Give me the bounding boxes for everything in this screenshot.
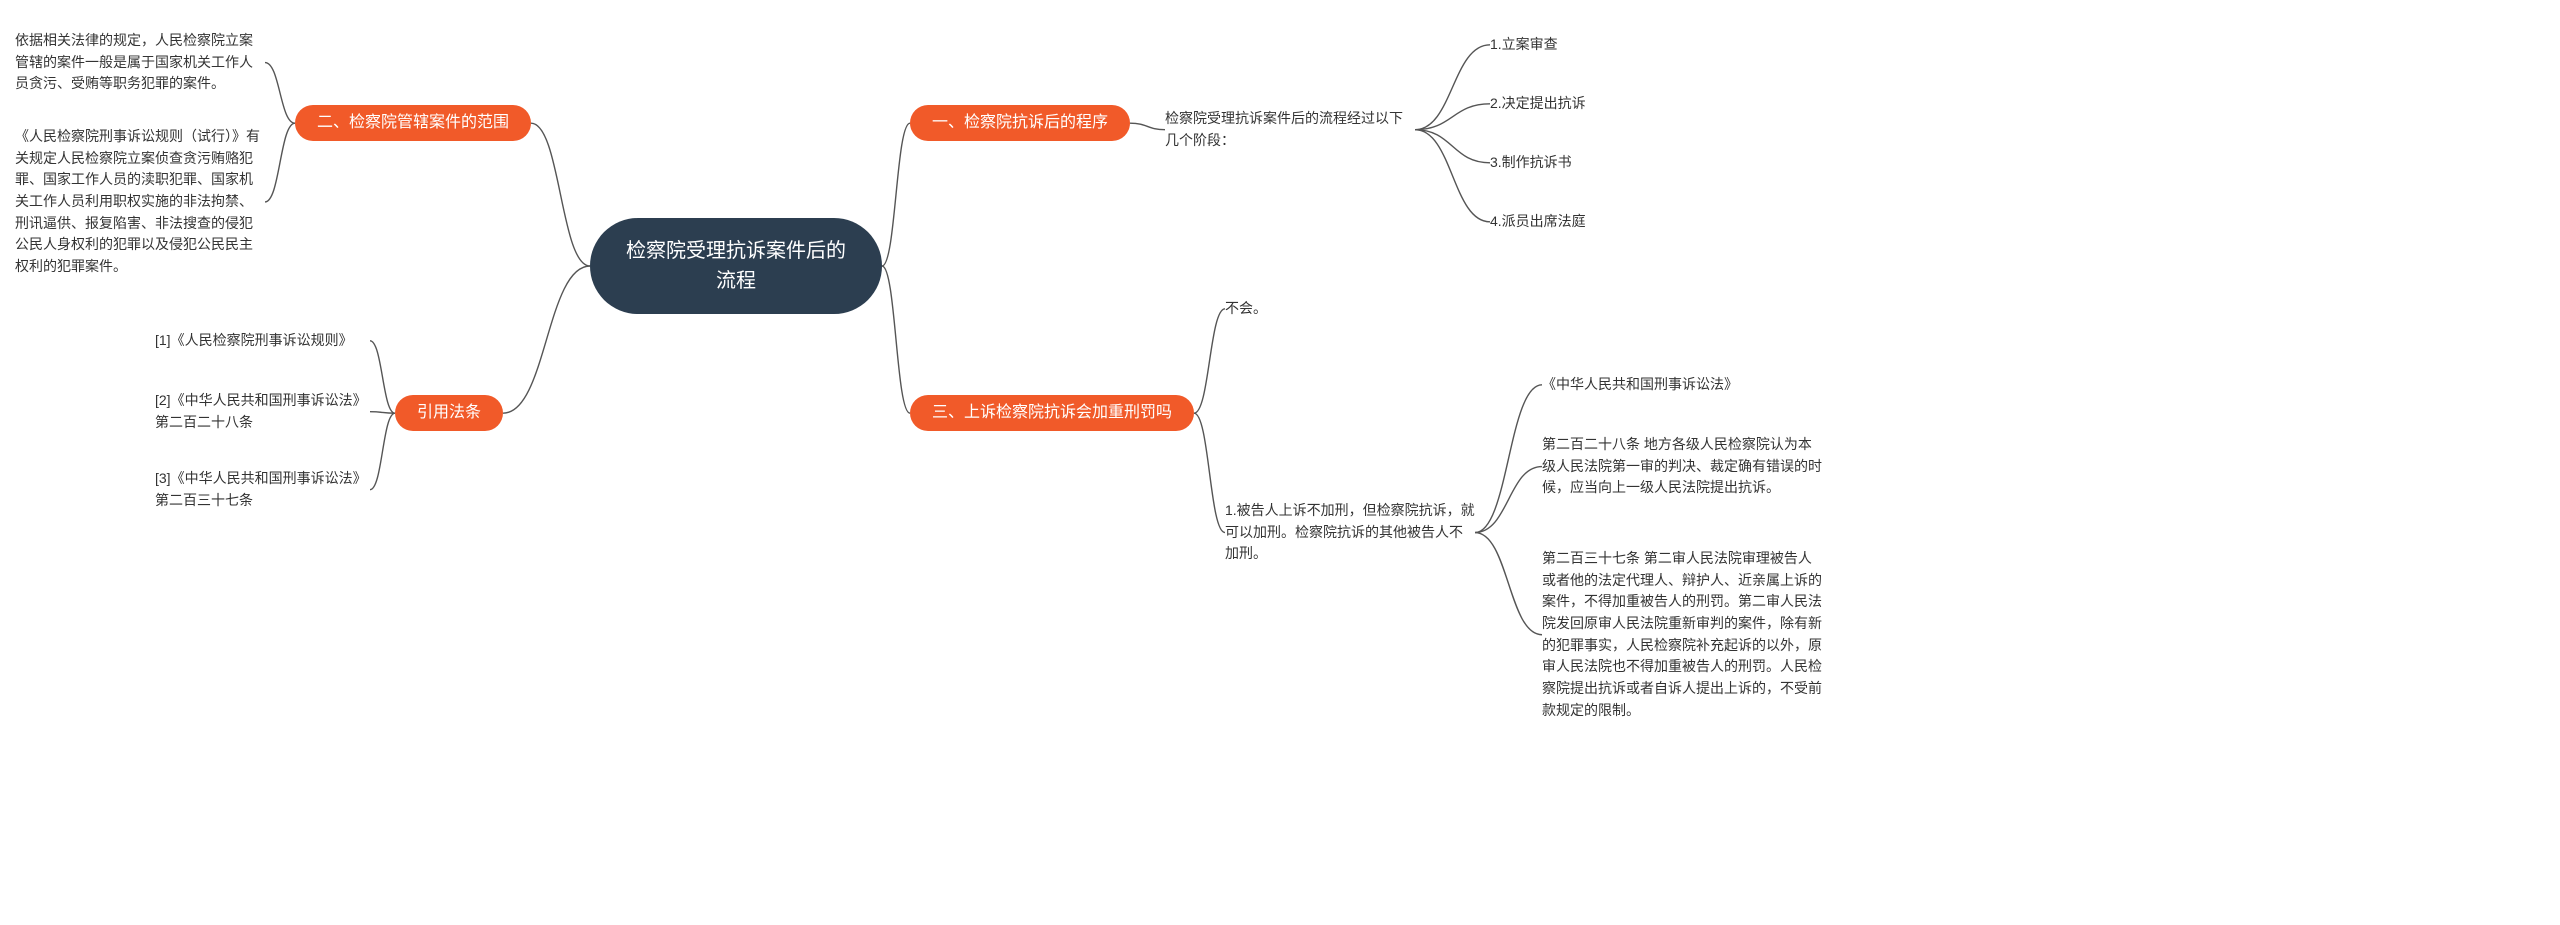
leaf-penalty-explain: 1.被告人上诉不加刑，但检察院抗诉，就可以加刑。检察院抗诉的其他被告人不加刑。 xyxy=(1225,500,1475,565)
branch-jurisdiction: 二、检察院管辖案件的范围 xyxy=(295,105,531,141)
branch-citations: 引用法条 xyxy=(395,395,503,431)
branch-appeal-penalty: 三、上诉检察院抗诉会加重刑罚吗 xyxy=(910,395,1194,431)
leaf-step-1: 1.立案审查 xyxy=(1490,34,1558,56)
leaf-step-4: 4.派员出席法庭 xyxy=(1490,211,1586,233)
leaf-cite-2: [2]《中华人民共和国刑事诉讼法》 第二百二十八条 xyxy=(155,390,370,433)
leaf-jurisdiction-1: 依据相关法律的规定，人民检察院立案管辖的案件一般是属于国家机关工作人员贪污、受贿… xyxy=(15,30,265,95)
leaf-step-2: 2.决定提出抗诉 xyxy=(1490,93,1586,115)
leaf-law-237: 第二百三十七条 第二审人民法院审理被告人或者他的法定代理人、辩护人、近亲属上诉的… xyxy=(1542,548,1822,722)
leaf-law-title: 《中华人民共和国刑事诉讼法》 xyxy=(1542,374,1822,396)
leaf-step-3: 3.制作抗诉书 xyxy=(1490,152,1572,174)
leaf-answer-no: 不会。 xyxy=(1225,298,1267,320)
leaf-cite-3: [3]《中华人民共和国刑事诉讼法》 第二百三十七条 xyxy=(155,468,370,511)
branch-procedure: 一、检察院抗诉后的程序 xyxy=(910,105,1130,141)
leaf-law-228: 第二百二十八条 地方各级人民检察院认为本级人民法院第一审的判决、裁定确有错误的时… xyxy=(1542,434,1822,499)
central-topic: 检察院受理抗诉案件后的 流程 xyxy=(590,218,882,314)
leaf-cite-1: [1]《人民检察院刑事诉讼规则》 xyxy=(155,330,370,352)
leaf-procedure-intro: 检察院受理抗诉案件后的流程经过以下几个阶段： xyxy=(1165,108,1415,151)
leaf-jurisdiction-2: 《人民检察院刑事诉讼规则（试行）》有关规定人民检察院立案侦查贪污贿赂犯罪、国家工… xyxy=(15,126,265,278)
